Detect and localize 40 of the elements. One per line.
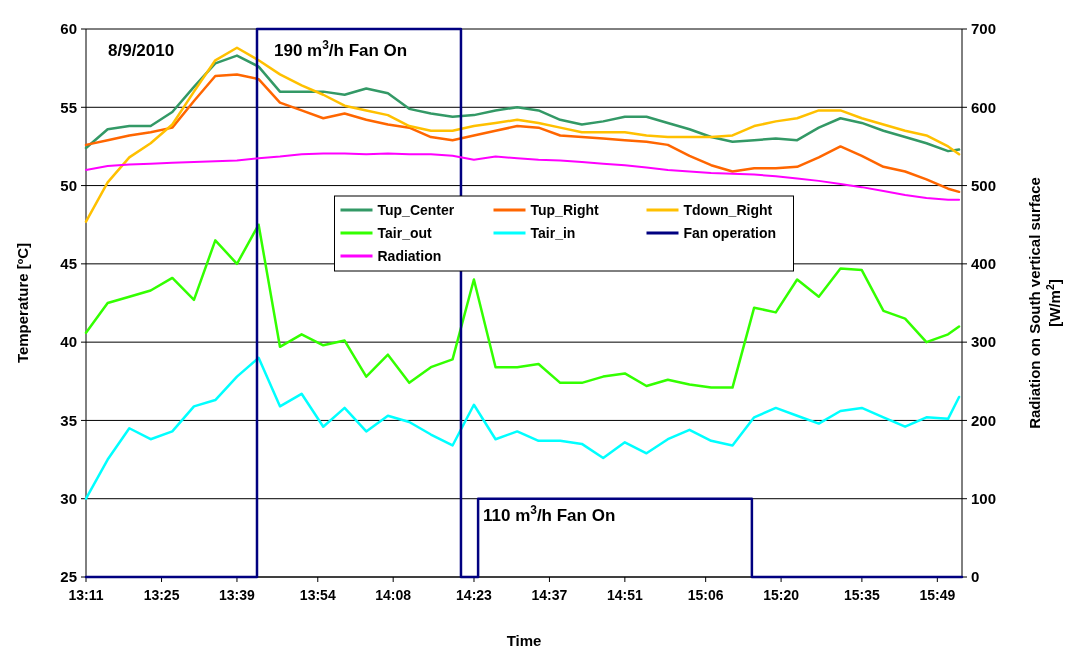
x-tick-label: 14:08: [375, 587, 412, 603]
y2-tick-label: 300: [971, 333, 997, 351]
y2-tick-label: 600: [971, 98, 997, 116]
legend-label: Tup_Center: [377, 201, 455, 218]
y2-tick-label: 500: [971, 176, 997, 194]
x-tick-label: 13:39: [219, 587, 256, 603]
y-tick-label: 55: [60, 98, 77, 116]
y2-tick-label: 0: [971, 568, 980, 586]
annotation: 190 m$^{3}$/h Fan On: [274, 38, 408, 60]
y-tick-label: 40: [60, 333, 77, 351]
x-tick-label: 15:20: [763, 587, 800, 603]
x-tick-label: 14:51: [606, 587, 643, 603]
legend-label: Radiation: [377, 247, 442, 264]
x-axis-title: Time: [506, 632, 542, 649]
y-tick-label: 35: [60, 411, 77, 429]
legend-label: Tair_in: [530, 224, 576, 241]
y-tick-label: 45: [60, 255, 77, 273]
x-tick-label: 13:25: [143, 587, 180, 603]
x-tick-label: 14:23: [456, 587, 493, 603]
y-tick-label: 30: [60, 489, 77, 507]
y-tick-label: 50: [60, 176, 77, 194]
x-tick-label: 15:06: [687, 587, 724, 603]
y2-tick-label: 100: [971, 489, 997, 507]
y-tick-label: 60: [60, 20, 77, 38]
y-axis-title: Temperature [ºC]: [14, 242, 31, 364]
legend-label: Tdown_Right: [683, 201, 773, 218]
x-tick-label: 15:49: [919, 587, 956, 603]
legend-label: Tair_out: [377, 224, 433, 241]
legend-label: Tup_Right: [530, 201, 600, 218]
legend-label: Fan operation: [683, 224, 777, 241]
y2-tick-label: 400: [971, 255, 997, 273]
annotation: 8/9/2010: [108, 41, 175, 60]
y2-tick-label: 700: [971, 20, 997, 38]
x-tick-label: 14:37: [531, 587, 568, 603]
y-tick-label: 25: [60, 568, 77, 586]
x-tick-label: 15:35: [843, 587, 880, 603]
x-tick-label: 13:54: [299, 587, 336, 603]
y2-tick-label: 200: [971, 411, 997, 429]
annotation: 110 m$^{3}$/h Fan On: [483, 503, 616, 525]
x-tick-label: 13:11: [68, 587, 104, 603]
